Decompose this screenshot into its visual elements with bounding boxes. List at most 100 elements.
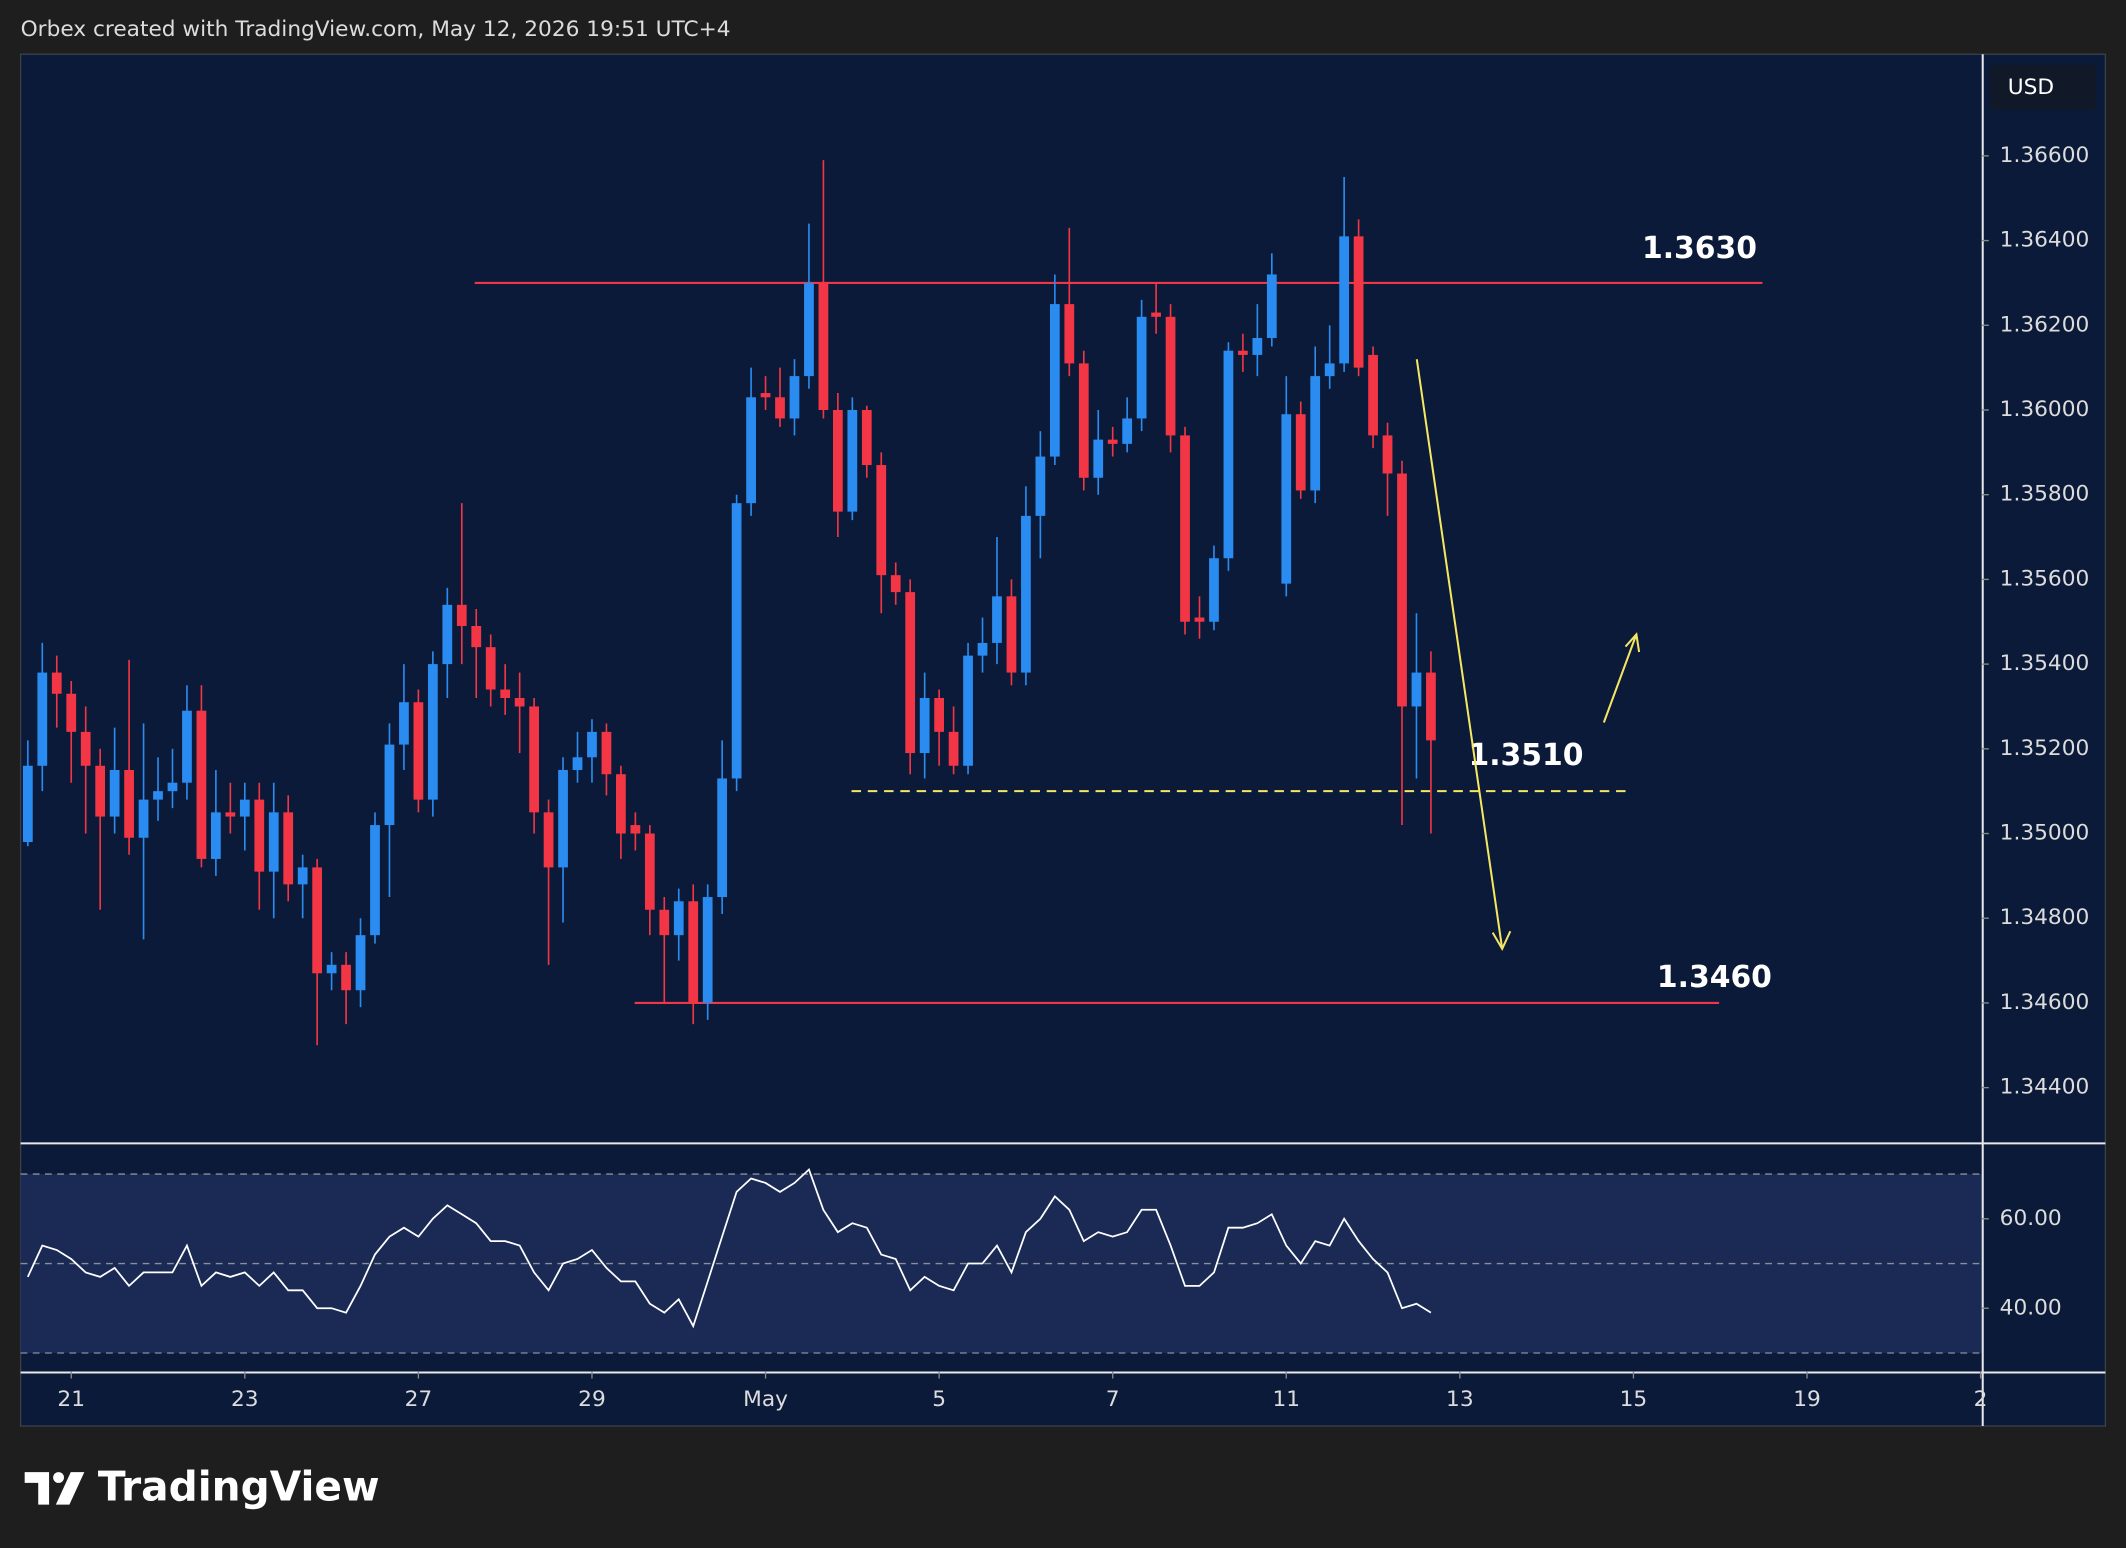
candle-body	[196, 710, 207, 859]
x-tick-label: 23	[231, 1387, 259, 1412]
candle-body	[644, 833, 655, 910]
currency-box[interactable]	[1990, 65, 2096, 110]
trend-arrows	[1415, 359, 1641, 952]
candle-body	[587, 731, 597, 758]
candle-body	[543, 812, 554, 868]
candle-body	[312, 867, 323, 974]
candle-body	[1107, 439, 1118, 444]
candle-body	[659, 909, 670, 936]
candle-body	[95, 765, 106, 817]
y-tick-label: 1.34400	[2000, 1075, 2090, 1100]
candle-body	[370, 825, 380, 936]
candle-body	[1064, 304, 1075, 364]
candle-body	[572, 757, 583, 770]
candle-body	[485, 647, 496, 690]
candle-body	[254, 799, 265, 872]
brand-logo	[24, 1472, 85, 1505]
candle-body	[558, 769, 568, 868]
y-tick-label: 40.00	[2000, 1295, 2062, 1320]
header: Orbex created with TradingView.com, May …	[21, 17, 731, 42]
y-tick-label: 1.35600	[2000, 566, 2090, 591]
candle-body	[239, 799, 250, 817]
logo-mark	[55, 1472, 85, 1505]
x-tick-label: 5	[932, 1387, 946, 1412]
candle-body	[775, 397, 785, 419]
candle-body	[1223, 350, 1234, 559]
currency[interactable]: USD	[2008, 75, 2054, 100]
candle-body	[1151, 312, 1161, 317]
x-tick-label: May	[743, 1387, 788, 1412]
y-tick-label: 1.36600	[2000, 143, 2090, 168]
x-tick-label: 15	[1620, 1387, 1648, 1412]
candle-body	[746, 397, 756, 504]
candle-body	[355, 935, 366, 991]
candle-body	[948, 731, 959, 766]
candle-body	[876, 465, 887, 576]
candle-body	[1252, 337, 1263, 355]
candle-body	[760, 393, 771, 398]
candle-body	[1180, 435, 1190, 622]
candle-body	[153, 791, 163, 800]
logo-mark	[53, 1472, 64, 1483]
candle-body	[37, 672, 48, 766]
candle-body	[1266, 274, 1277, 338]
candle-body	[1136, 316, 1147, 419]
candle-body	[326, 964, 337, 974]
arrow-head	[1624, 632, 1641, 653]
level-label: 1.3510	[1468, 738, 1583, 773]
candle-body	[384, 744, 395, 826]
candle-body	[1021, 515, 1031, 673]
candle-body	[297, 867, 308, 885]
candle-body	[500, 689, 511, 698]
candle-body	[1006, 596, 1017, 673]
up-arrow	[1602, 634, 1638, 723]
candle-body	[399, 702, 409, 745]
level-label: 1.3630	[1642, 231, 1757, 266]
candle-body	[124, 769, 134, 838]
candle-body	[1368, 354, 1378, 436]
candle-body	[182, 710, 192, 783]
candle-body	[1238, 350, 1248, 355]
candle-body	[1382, 435, 1393, 474]
candle-body	[225, 812, 236, 817]
candle-body	[1310, 376, 1321, 491]
x-tick-label: 2	[1974, 1387, 1988, 1412]
candle-body	[919, 697, 930, 754]
candle-body	[51, 672, 62, 694]
candle-body	[442, 604, 453, 665]
candle-body	[1295, 414, 1306, 491]
logo-mark	[24, 1472, 50, 1505]
y-tick-label: 60.00	[2000, 1206, 2062, 1231]
candle-body	[1324, 363, 1335, 377]
candle-body	[963, 655, 973, 766]
candle-body	[702, 897, 713, 1003]
candle-body	[630, 825, 641, 834]
candle-body	[138, 799, 149, 838]
candle-body	[1281, 414, 1292, 584]
candle-body	[109, 769, 120, 817]
candle-body	[167, 782, 178, 792]
candle-body	[1194, 617, 1205, 622]
candle-body	[977, 642, 988, 656]
candle-body	[1078, 363, 1089, 478]
candle-body	[731, 503, 742, 779]
candle-body	[1209, 558, 1219, 622]
candle-body	[456, 604, 467, 626]
candle-body	[529, 706, 539, 813]
y-tick-label: 1.35400	[2000, 651, 2090, 676]
candle-body	[211, 812, 221, 859]
level-label: 1.3460	[1657, 960, 1772, 995]
y-tick-label: 1.35800	[2000, 482, 2090, 507]
candle-body	[832, 409, 843, 512]
candle-body	[471, 625, 482, 648]
candle-body	[992, 596, 1002, 643]
candle-body	[1411, 672, 1422, 707]
candle-body	[1035, 456, 1046, 516]
candle-body	[818, 282, 829, 410]
candle-body	[268, 812, 279, 872]
candle-body	[673, 901, 684, 936]
candle-body	[341, 964, 351, 991]
candle-body	[1122, 418, 1133, 444]
candle-body	[1049, 304, 1060, 457]
